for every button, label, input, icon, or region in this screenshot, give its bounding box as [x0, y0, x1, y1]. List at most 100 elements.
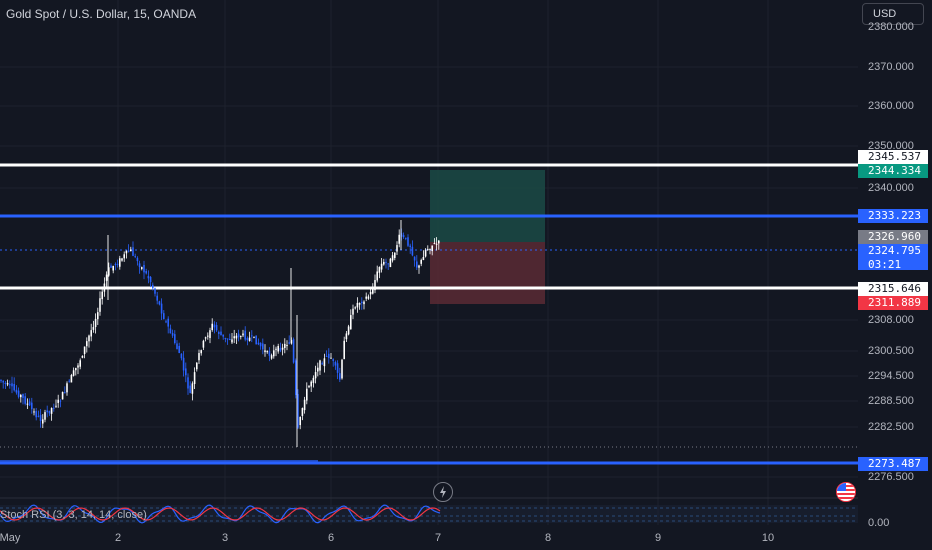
- price-tick: 2360.000: [868, 100, 914, 112]
- candle-body: [61, 392, 64, 400]
- candle-body: [75, 367, 77, 371]
- candle-body: [127, 250, 130, 252]
- candle-body: [257, 342, 260, 345]
- candle-body: [299, 416, 301, 426]
- blue-bottom-badge[interactable]: 2273.487: [858, 457, 928, 471]
- candle-body: [312, 377, 315, 383]
- candle-body: [185, 368, 187, 376]
- profit-zone[interactable]: [430, 170, 545, 242]
- candle-body: [110, 265, 112, 268]
- candle-body: [35, 411, 37, 418]
- currency-button[interactable]: USD: [862, 3, 924, 25]
- vertical-grid: [117, 0, 769, 525]
- candle-body: [57, 399, 59, 403]
- stoch-pane: [0, 504, 858, 524]
- loss-zone[interactable]: [430, 242, 545, 304]
- candle-body: [44, 412, 46, 420]
- candle-body: [198, 353, 200, 361]
- candle-body: [99, 298, 101, 312]
- candle-body: [352, 308, 354, 315]
- candle-body: [383, 261, 385, 265]
- candle-body: [154, 288, 156, 294]
- candle-body: [369, 291, 372, 295]
- white-bottom-badge[interactable]: 2315.646: [858, 282, 928, 296]
- candle-body: [50, 408, 53, 414]
- candle-body: [31, 402, 33, 410]
- candle-body: [253, 336, 255, 338]
- candle-body: [385, 261, 387, 263]
- candle-body: [237, 333, 240, 338]
- stop-badge[interactable]: 2311.889: [858, 296, 928, 310]
- candle-body: [266, 351, 268, 353]
- stoch-d-line: [0, 507, 441, 521]
- candle-body: [409, 245, 411, 247]
- candle-body: [310, 381, 312, 387]
- candle-body: [64, 392, 66, 394]
- candle-body: [169, 328, 172, 334]
- candle-body: [231, 339, 233, 343]
- stoch-rsi-label[interactable]: Stoch RSI (3, 3, 14, 14, close): [0, 509, 147, 521]
- candle-body: [229, 339, 231, 341]
- candle-body: [156, 295, 158, 301]
- candle-body: [79, 360, 81, 367]
- candle-body: [22, 394, 24, 398]
- candle-body: [341, 359, 343, 379]
- lightning-icon[interactable]: [433, 482, 453, 502]
- us-flag-icon[interactable]: [836, 482, 856, 502]
- candle-body: [435, 243, 438, 245]
- candle-body: [187, 377, 189, 389]
- price-tick: 2350.000: [868, 140, 914, 152]
- candle-body: [209, 330, 211, 338]
- time-tick: 6: [327, 532, 335, 544]
- candle-body: [407, 237, 409, 246]
- blue-top-badge[interactable]: 2333.223: [858, 209, 928, 223]
- candle-body: [176, 343, 178, 349]
- current-price-badge[interactable]: 2324.795 03:21: [858, 244, 928, 271]
- candle-body: [68, 380, 70, 382]
- candle-body: [332, 359, 334, 361]
- time-tick: 2: [114, 532, 122, 544]
- candle-body: [347, 326, 350, 335]
- candle-body: [321, 363, 323, 365]
- candle-body: [363, 301, 365, 305]
- candle-body: [259, 342, 262, 347]
- candle-body: [268, 351, 271, 356]
- candle-body: [160, 303, 163, 314]
- candle-body: [204, 337, 207, 339]
- candle-body: [246, 338, 249, 341]
- price-tick: 2300.500: [868, 345, 914, 357]
- candle-body: [433, 242, 436, 244]
- candle-body: [306, 388, 308, 401]
- candle-body: [273, 350, 275, 357]
- candle-body: [279, 347, 282, 351]
- candle-body: [119, 258, 121, 267]
- target-badge[interactable]: 2344.334: [858, 164, 928, 178]
- candle-body: [86, 341, 88, 347]
- candle-body: [116, 263, 119, 265]
- candle-body: [398, 234, 400, 244]
- candle-body: [145, 271, 147, 274]
- candle-body: [416, 261, 418, 268]
- white-top-badge[interactable]: 2345.537: [858, 150, 928, 164]
- candle-body: [163, 313, 165, 319]
- candle-body: [301, 408, 304, 416]
- candle-body: [191, 383, 194, 394]
- candle-body: [83, 346, 86, 355]
- candle-body: [211, 323, 213, 330]
- candle-body: [308, 385, 310, 388]
- candle-body: [295, 360, 297, 396]
- candle-body: [196, 362, 198, 370]
- candle-body: [33, 411, 35, 413]
- candle-body: [108, 267, 110, 276]
- candle-body: [171, 333, 174, 336]
- candle-body: [138, 263, 141, 268]
- candle-body: [222, 334, 224, 337]
- symbol-title[interactable]: Gold Spot / U.S. Dollar, 15, OANDA: [6, 7, 197, 21]
- candle-body: [356, 302, 359, 308]
- candle-body: [202, 340, 205, 348]
- candle-body: [380, 263, 383, 270]
- entry-badge[interactable]: 2326.960: [858, 230, 928, 244]
- horizontal-grid: [0, 66, 858, 478]
- candle-body: [420, 259, 422, 264]
